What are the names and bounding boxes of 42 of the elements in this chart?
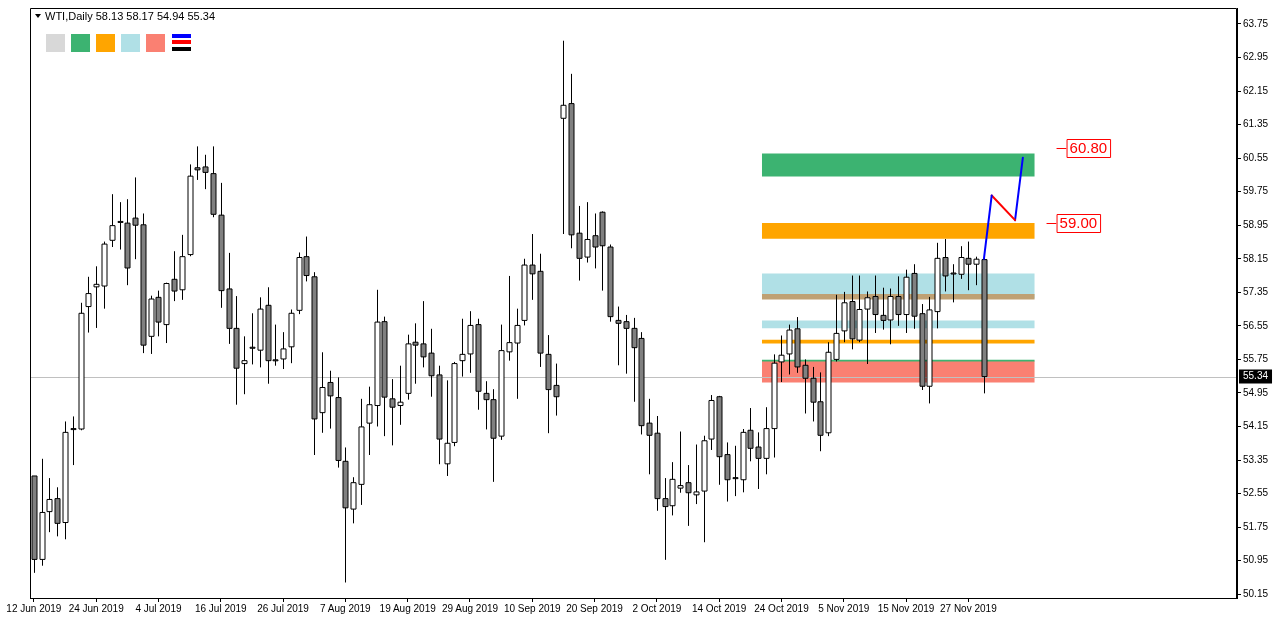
x-tick-label: 20 Sep 2019 [566, 602, 624, 614]
x-tick-label: 10 Sep 2019 [503, 602, 562, 614]
x-tick-label: 7 Aug 2019 [320, 602, 372, 614]
y-tick-label: 62.15 [1243, 84, 1269, 96]
x-tick-label: 12 Jun 2019 [6, 602, 62, 614]
candlestick [85, 276, 92, 334]
y-tick-label: 59.75 [1243, 185, 1269, 197]
candlestick [778, 335, 785, 383]
x-tick-label: 14 Oct 2019 [691, 602, 747, 614]
y-tick-label: 57.35 [1243, 286, 1269, 298]
x-tick-label: 26 Jul 2019 [257, 602, 310, 614]
y-tick-label: 63.75 [1243, 17, 1269, 29]
x-tick-label: 29 Aug 2019 [441, 602, 499, 614]
y-tick-label: 54.15 [1243, 420, 1269, 432]
x-tick-label: 19 Aug 2019 [379, 602, 437, 614]
candlestick [109, 193, 116, 248]
y-tick-label: 53.35 [1243, 453, 1269, 465]
x-tick-label: 24 Jun 2019 [68, 602, 125, 614]
annotation: 60.80 [1069, 138, 1108, 156]
x-tick-label: 24 Oct 2019 [754, 602, 810, 614]
y-tick-label: 51.75 [1243, 520, 1269, 532]
y-tick-label: 56.55 [1243, 319, 1269, 331]
chart-title: WTI,Daily 58.13 58.17 54.94 55.34 [45, 10, 215, 22]
y-tick-label: 55.75 [1243, 353, 1269, 365]
y-tick-label: 62.95 [1243, 51, 1269, 63]
y-tick-label: 52.55 [1243, 487, 1269, 499]
x-tick-label: 27 Nov 2019 [939, 602, 998, 614]
annotation: 59.00 [1059, 214, 1098, 232]
y-tick-label: 60.55 [1243, 151, 1269, 163]
y-tick-label: 50.95 [1243, 554, 1269, 566]
ref-line-label: 55.34 [1243, 370, 1269, 382]
x-tick-label: 2 Oct 2019 [632, 602, 682, 614]
y-tick-label: 58.15 [1243, 252, 1269, 264]
candlestick [444, 379, 451, 477]
y-tick-label: 54.95 [1243, 386, 1269, 398]
x-tick-label: 5 Nov 2019 [818, 602, 870, 614]
x-tick-label: 15 Nov 2019 [877, 602, 935, 614]
y-tick-label: 58.95 [1243, 218, 1269, 230]
y-tick-label: 61.35 [1243, 118, 1269, 130]
y-tick-label: 50.15 [1243, 587, 1269, 599]
x-tick-label: 4 Jul 2019 [135, 602, 182, 614]
x-tick-label: 16 Jul 2019 [194, 602, 248, 614]
